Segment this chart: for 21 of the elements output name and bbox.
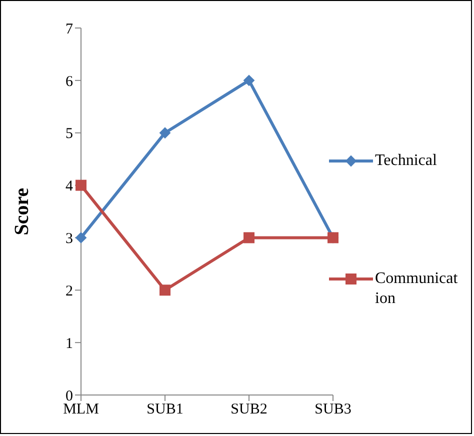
y-tick-label: 7 [66,21,74,38]
x-tick-label: SUB1 [146,402,184,418]
point [244,74,254,86]
y-tick-label: 0 [66,388,73,404]
y-tick-label: 2 [66,283,73,300]
y-axis-title: Score [11,188,34,236]
point [160,284,170,296]
x-tick-label: SUB3 [314,402,352,418]
y-tick-label: 4 [66,178,74,195]
point [76,232,86,244]
point [160,127,170,138]
y-tick-label: 1 [66,336,73,352]
y-tick-label: 5 [66,126,73,142]
y-tick-label: 3 [66,231,73,248]
point [76,180,86,191]
y-tick-label: 6 [66,74,74,90]
legend-label: Technical [375,151,438,171]
x-tick-label: SUB2 [230,402,268,418]
point [244,232,254,244]
x-tick-label: MLM [63,402,99,418]
legend-label: Communication [375,269,459,309]
